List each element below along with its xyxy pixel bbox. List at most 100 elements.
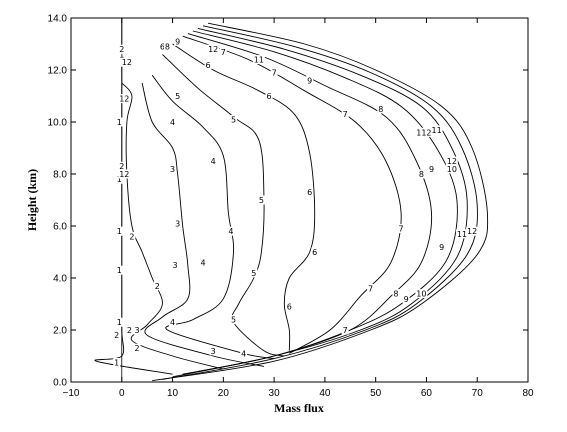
contour-label-backdrop <box>209 156 217 166</box>
contour-label: 6 <box>266 92 271 101</box>
contour-line-12 <box>152 22 489 382</box>
contour-label: 2 <box>129 232 134 241</box>
contour-label: 12 <box>421 128 431 137</box>
contour-label-backdrop <box>265 91 273 101</box>
x-tick-label: 0 <box>119 388 125 399</box>
contour-label: 3 <box>170 165 175 174</box>
contour-label: 7 <box>221 48 226 57</box>
contour-label: 7 <box>272 69 277 78</box>
plot-frame <box>70 17 529 383</box>
y-tick-label: 6.0 <box>53 222 67 233</box>
contour-label: 4 <box>170 118 175 127</box>
contour-label: 6 <box>160 43 165 52</box>
contour-label-backdrop <box>417 169 425 179</box>
contour-line-6 <box>172 43 316 351</box>
contour-label-backdrop <box>115 317 123 327</box>
contour-label: 9 <box>429 165 434 174</box>
contour-label: 4 <box>211 157 216 166</box>
contour-label: 2 <box>127 326 132 335</box>
y-axis-ticks: 0.0 2.0 4.0 6.0 8.0 10.0 12.0 14.0 <box>48 14 528 389</box>
y-tick-label: 12.0 <box>48 66 68 77</box>
contour-label: 5 <box>231 115 236 124</box>
contour-label: 7 <box>343 110 348 119</box>
contour-label-backdrop <box>118 44 126 54</box>
contour-label-backdrop <box>445 164 458 174</box>
contour-label: 6 <box>206 61 211 70</box>
contour-line-10 <box>172 27 468 378</box>
contour-label: 12 <box>467 227 477 236</box>
contour-label: 3 <box>173 261 178 270</box>
contour-label: 10 <box>416 290 426 299</box>
contour-label-backdrop <box>133 343 141 353</box>
contour-label-backdrop <box>120 57 133 67</box>
contour-label-backdrop <box>311 247 319 257</box>
contour-label-backdrop <box>455 229 468 239</box>
contour-label-backdrop <box>415 289 428 299</box>
contour-label-backdrop <box>270 68 278 78</box>
contour-label: 8 <box>378 105 383 114</box>
contour-label-backdrop <box>158 42 166 52</box>
x-axis-ticks: −10 0 10 20 30 40 50 60 70 80 <box>63 18 534 399</box>
contour-label: 3 <box>211 347 216 356</box>
contour-label-backdrop <box>229 315 237 325</box>
contour-label-backdrop <box>115 174 123 184</box>
x-tick-label: 70 <box>472 388 484 399</box>
contour-label-backdrop <box>163 42 171 52</box>
contour-label: 9 <box>307 76 312 85</box>
contour-line-2 <box>121 82 224 370</box>
contour-label-backdrop <box>204 60 212 70</box>
contour-label: 2 <box>119 162 124 171</box>
contour-label: 8 <box>419 170 424 179</box>
contour-label: 4 <box>200 258 205 267</box>
x-tick-label: 50 <box>370 388 382 399</box>
contour-label: 5 <box>259 196 264 205</box>
contour-label: 5 <box>251 269 256 278</box>
contour-label: 9 <box>404 295 409 304</box>
contour-label-backdrop <box>118 94 131 104</box>
contour-label: 6 <box>307 188 312 197</box>
contour-line-4 <box>151 74 275 360</box>
contour-line-11 <box>162 25 478 380</box>
contour-label-backdrop <box>229 114 237 124</box>
contour-label: 12 <box>119 95 129 104</box>
y-tick-label: 10.0 <box>48 118 68 129</box>
contour-label: 2 <box>134 344 139 353</box>
contour-label: 3 <box>134 326 139 335</box>
contour-label: 2 <box>119 45 124 54</box>
contour-label: 1 <box>117 175 122 184</box>
contour-label: 8 <box>393 290 398 299</box>
x-tick-label: 40 <box>319 388 331 399</box>
contour-label: 7 <box>368 284 373 293</box>
contour-label-backdrop <box>115 226 123 236</box>
contour-label-backdrop <box>207 44 220 54</box>
y-tick-label: 8.0 <box>53 170 67 181</box>
y-axis-label: Height (km) <box>25 169 39 231</box>
contour-label-backdrop <box>306 75 314 85</box>
contour-label: 5 <box>231 316 236 325</box>
x-axis-label: Mass flux <box>274 401 324 415</box>
contour-label-backdrop <box>392 289 400 299</box>
contour-label-backdrop <box>174 36 182 46</box>
contour-label: 1 <box>117 227 122 236</box>
contour-label: 11 <box>432 126 442 135</box>
contour-label: 3 <box>175 219 180 228</box>
contour-label: 9 <box>439 243 444 252</box>
contour-label-backdrop <box>397 224 405 234</box>
contour-line-3 <box>141 82 265 367</box>
contour-label-backdrop <box>169 317 177 327</box>
y-tick-label: 0.0 <box>53 378 67 389</box>
contour-label-backdrop <box>402 294 410 304</box>
contour-label-backdrop <box>133 325 141 335</box>
contour-label-backdrop <box>438 242 446 252</box>
x-tick-label: 80 <box>522 388 534 399</box>
contour-label-backdrop <box>227 226 235 236</box>
contour-label-backdrop <box>250 268 258 278</box>
x-tick-label: −10 <box>63 388 80 399</box>
contour-label-backdrop <box>171 260 179 270</box>
contour-label-backdrop <box>153 281 161 291</box>
contour-label-backdrop <box>367 283 375 293</box>
contour-label: 1 <box>117 118 122 127</box>
contour-label: 7 <box>399 225 404 234</box>
contour-line-7 <box>182 35 402 354</box>
